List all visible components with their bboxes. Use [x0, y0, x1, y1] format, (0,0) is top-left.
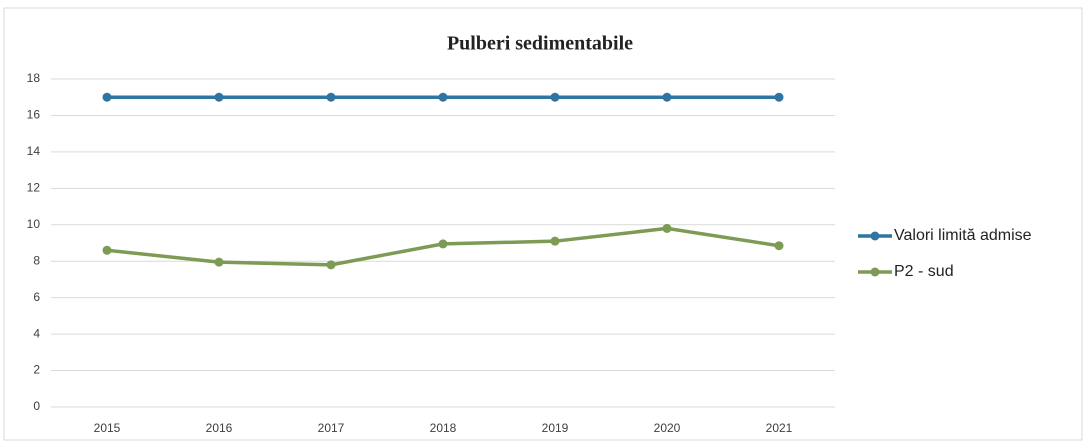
x-tick-label: 2016 — [206, 421, 233, 435]
y-tick-label: 0 — [33, 399, 40, 413]
series-marker — [214, 92, 224, 102]
y-tick-label: 2 — [33, 363, 40, 377]
series-marker — [550, 236, 560, 246]
y-tick-label: 4 — [33, 326, 40, 340]
series-marker — [102, 92, 112, 102]
x-tick-label: 2015 — [94, 421, 121, 435]
legend-label: P2 - sud — [894, 263, 954, 280]
legend-marker — [870, 267, 880, 277]
series-marker — [438, 92, 448, 102]
y-tick-label: 10 — [27, 217, 41, 231]
series-marker — [774, 241, 784, 251]
series-marker — [662, 92, 672, 102]
series-marker — [326, 92, 336, 102]
series-marker — [326, 260, 336, 270]
x-tick-label: 2020 — [654, 421, 681, 435]
series-marker — [662, 223, 672, 233]
series-marker — [102, 245, 112, 255]
x-tick-label: 2018 — [430, 421, 457, 435]
legend-label: Valori limită admise — [894, 227, 1032, 244]
x-tick-label: 2019 — [542, 421, 569, 435]
series-marker — [774, 92, 784, 102]
x-tick-label: 2021 — [766, 421, 793, 435]
series-marker — [214, 257, 224, 267]
legend-marker — [870, 231, 880, 241]
x-tick-label: 2017 — [318, 421, 345, 435]
y-tick-label: 14 — [27, 144, 41, 158]
y-tick-label: 18 — [27, 71, 41, 85]
chart-title: Pulberi sedimentabile — [447, 33, 633, 55]
series-marker — [438, 239, 448, 249]
y-tick-label: 16 — [27, 108, 41, 122]
chart-border — [3, 7, 1083, 441]
y-tick-label: 8 — [33, 253, 40, 267]
y-tick-label: 6 — [33, 290, 40, 304]
y-tick-label: 12 — [27, 181, 41, 195]
series-marker — [550, 92, 560, 102]
